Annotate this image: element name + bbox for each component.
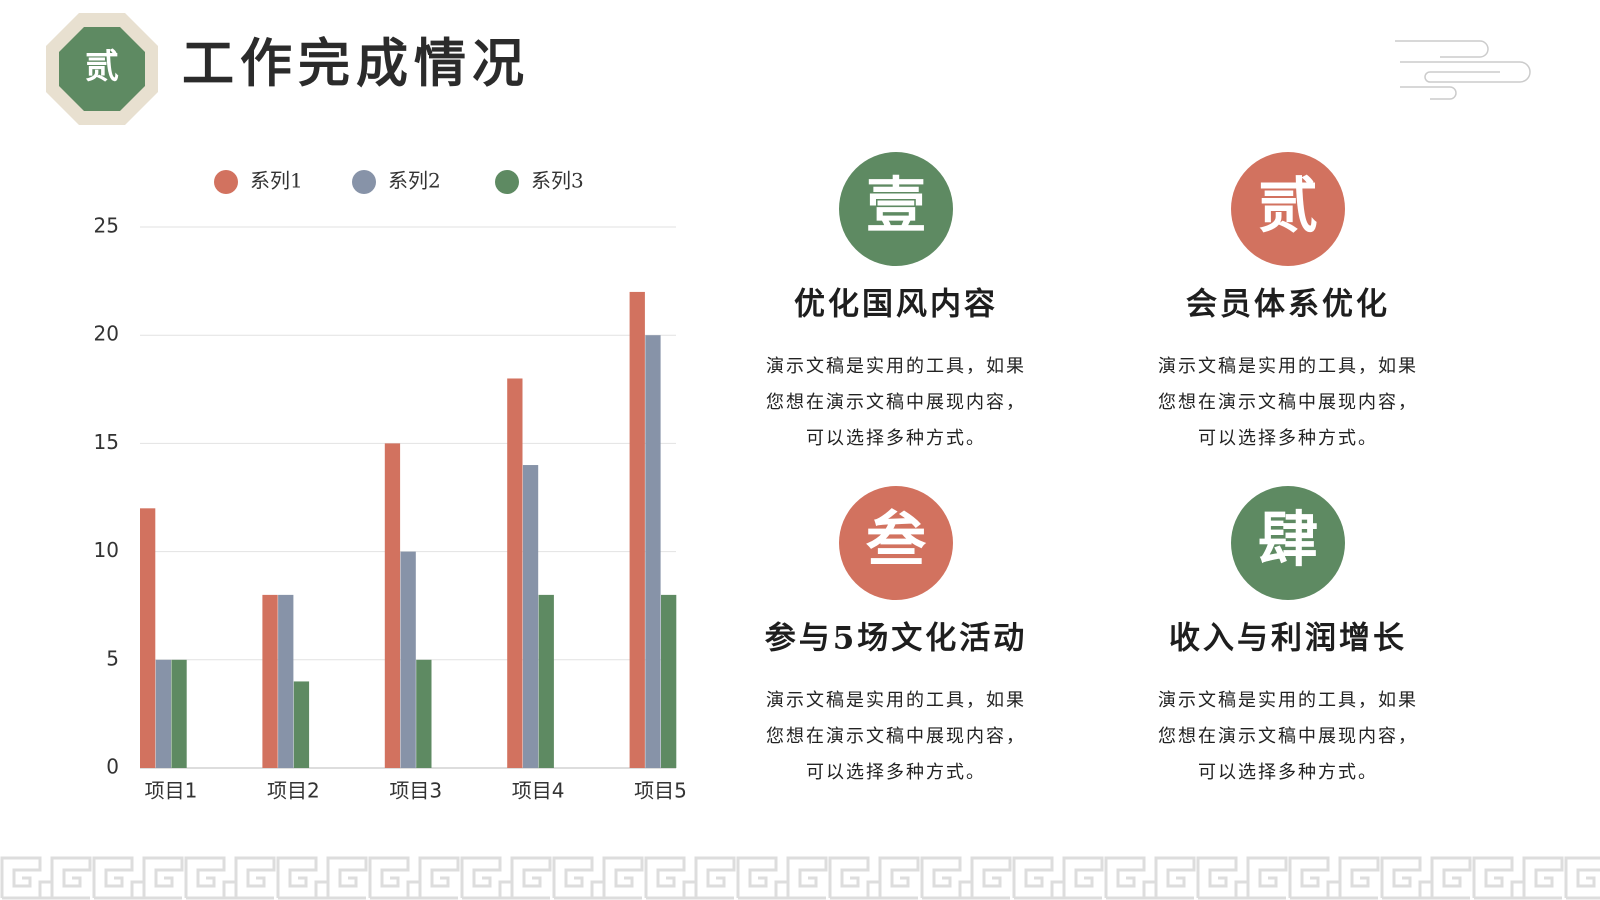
card-line: 您想在演示文稿中展现内容， (1158, 392, 1418, 413)
y-tick-label: 20 (94, 322, 119, 346)
bar (645, 335, 661, 768)
legend-swatch (214, 170, 238, 194)
bar (293, 681, 310, 768)
y-tick-label: 0 (106, 755, 119, 779)
bar (522, 465, 539, 768)
card-line: 您想在演示文稿中展现内容， (1158, 726, 1418, 747)
card-line: 您想在演示文稿中展现内容， (766, 392, 1026, 413)
bar (155, 659, 171, 768)
legend-label: 系列1 (250, 169, 303, 193)
card-line: 可以选择多种方式。 (1198, 428, 1378, 449)
legend-swatch (352, 170, 376, 194)
card-badge-text: 肆 (1258, 506, 1318, 576)
legend-label: 系列3 (531, 169, 584, 193)
card-line: 演示文稿是实用的工具，如果 (766, 356, 1026, 377)
card-line: 可以选择多种方式。 (806, 428, 986, 449)
card-heading: 参与5场文化活动 (765, 621, 1028, 657)
bar (262, 594, 278, 768)
bar (278, 594, 294, 768)
card-heading: 优化国风内容 (794, 287, 998, 323)
lattice-border (0, 850, 1600, 900)
card-heading: 会员体系优化 (1186, 287, 1390, 323)
bar (400, 551, 416, 768)
card-badge (839, 486, 953, 600)
legend-swatch (495, 170, 519, 194)
card-heading: 收入与利润增长 (1169, 621, 1407, 657)
y-tick-label: 10 (94, 538, 119, 562)
y-tick-label: 5 (106, 646, 119, 670)
card-badge (1231, 152, 1345, 266)
bar (171, 659, 187, 768)
card-line: 您想在演示文稿中展现内容， (766, 726, 1026, 747)
badge-bg (59, 27, 145, 111)
bar (140, 508, 156, 768)
x-tick-label: 项目5 (634, 779, 687, 803)
bar (507, 378, 523, 768)
card-badge-text: 叁 (866, 506, 927, 576)
card-line: 演示文稿是实用的工具，如果 (766, 690, 1026, 711)
bar (384, 443, 401, 768)
card-badge-text: 壹 (866, 172, 926, 242)
x-tick-label: 项目2 (267, 779, 320, 803)
legend-label: 系列2 (388, 169, 441, 193)
card-badge (1231, 486, 1345, 600)
badge-text: 贰 (85, 47, 119, 87)
x-tick-label: 项目3 (389, 779, 442, 803)
slide-title: 工作完成情况 (182, 34, 530, 95)
x-tick-label: 项目1 (145, 779, 198, 803)
y-tick-label: 15 (94, 430, 119, 454)
bar (416, 659, 432, 768)
card-badge-text: 贰 (1258, 172, 1318, 242)
bar (661, 594, 677, 768)
card-line: 可以选择多种方式。 (806, 762, 986, 783)
card-line: 演示文稿是实用的工具，如果 (1158, 356, 1418, 377)
x-tick-label: 项目4 (512, 779, 565, 803)
y-tick-label: 25 (94, 214, 119, 238)
card-badge (839, 152, 953, 266)
card-line: 可以选择多种方式。 (1198, 762, 1378, 783)
bar (629, 291, 645, 768)
bar (538, 594, 554, 768)
card-line: 演示文稿是实用的工具，如果 (1158, 690, 1418, 711)
cloud-decoration (1395, 40, 1531, 100)
